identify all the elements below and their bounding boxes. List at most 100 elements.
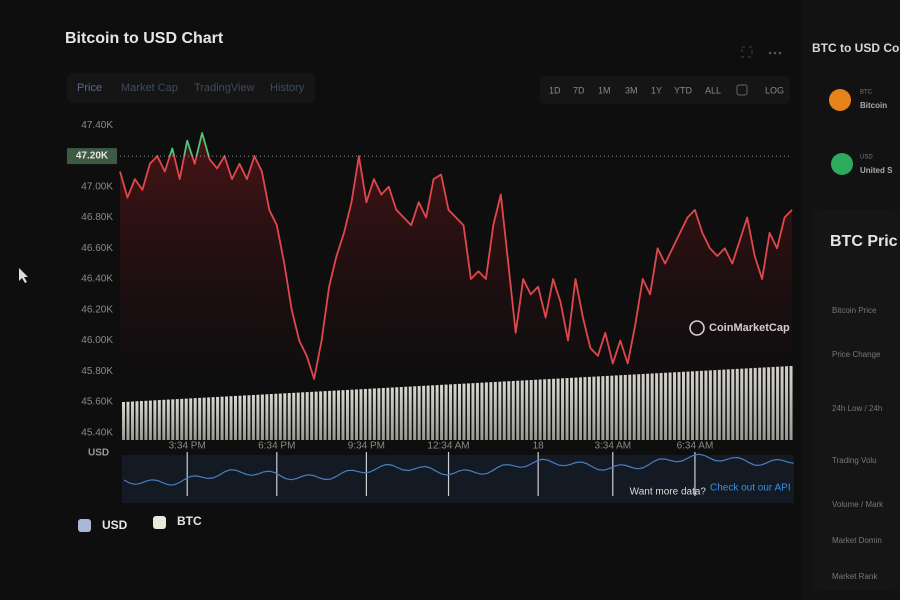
volume-bar bbox=[659, 373, 663, 440]
stat-label: Market Domin bbox=[832, 536, 882, 545]
volume-bar bbox=[404, 386, 408, 440]
y-tick-label: 46.60K bbox=[81, 243, 113, 254]
stat-label: Volume / Mark bbox=[832, 500, 884, 509]
volume-bar bbox=[484, 382, 488, 440]
volume-bar bbox=[323, 391, 327, 440]
volume-bar bbox=[184, 398, 188, 440]
volume-bar bbox=[677, 372, 681, 440]
volume-bar bbox=[556, 378, 560, 440]
y-tick-label: 46.80K bbox=[81, 212, 113, 223]
volume-bar bbox=[220, 396, 224, 440]
volume-bar bbox=[153, 400, 157, 440]
range-bar bbox=[540, 76, 790, 104]
volume-bar bbox=[328, 390, 332, 440]
range-button[interactable]: 7D bbox=[573, 85, 585, 95]
volume-bar bbox=[319, 391, 323, 440]
window-icons bbox=[741, 46, 782, 58]
volume-bar bbox=[189, 398, 193, 440]
volume-bar bbox=[695, 371, 699, 440]
footer-prompt: Want more data? bbox=[630, 487, 707, 498]
volume-bar bbox=[722, 369, 726, 440]
volume-bar bbox=[704, 370, 708, 440]
volume-bar bbox=[673, 372, 677, 440]
volume-bar bbox=[274, 393, 278, 440]
x-tick-label: 18 bbox=[533, 441, 545, 452]
volume-bar bbox=[390, 387, 394, 440]
legend-swatch bbox=[153, 516, 166, 529]
api-link[interactable]: Check out our API bbox=[710, 483, 791, 494]
navigator-line bbox=[123, 453, 794, 486]
volume-bar bbox=[520, 380, 524, 440]
tab[interactable]: History bbox=[270, 82, 305, 94]
volume-bar bbox=[682, 371, 685, 440]
asset-code: BTC bbox=[860, 90, 873, 96]
volume-bar bbox=[493, 381, 497, 440]
volume-bar bbox=[632, 374, 636, 440]
volume-bar bbox=[646, 373, 650, 440]
btc-icon bbox=[829, 89, 851, 111]
range-button[interactable]: 1M bbox=[598, 85, 611, 95]
volume-bar bbox=[265, 394, 269, 440]
calendar-button[interactable] bbox=[736, 84, 748, 96]
volume-bar bbox=[565, 378, 569, 440]
tab[interactable]: TradingView bbox=[194, 82, 255, 94]
volume-bar bbox=[431, 385, 435, 440]
volume-bar bbox=[399, 387, 403, 440]
range-button[interactable]: ALL bbox=[705, 85, 721, 95]
stat-label: Price Change bbox=[832, 350, 881, 359]
volume-bar bbox=[686, 371, 690, 440]
x-tick-label: 3:34 PM bbox=[169, 441, 206, 452]
volume-bar bbox=[735, 368, 739, 440]
volume-bar bbox=[740, 368, 744, 440]
navigator bbox=[122, 455, 794, 503]
volume-bar bbox=[507, 381, 511, 440]
volume-bar bbox=[690, 371, 694, 440]
volume-bar bbox=[776, 366, 780, 440]
y-tick-label: 45.80K bbox=[81, 366, 113, 377]
y-tick-label: 46.40K bbox=[81, 274, 113, 285]
legend-swatch bbox=[78, 519, 91, 532]
x-tick-label: 9:34 PM bbox=[348, 441, 385, 452]
volume-bar bbox=[171, 399, 175, 440]
usd-icon bbox=[831, 153, 853, 175]
volume-bar bbox=[332, 390, 336, 440]
volume-bar bbox=[198, 397, 202, 440]
price-line bbox=[119, 132, 793, 380]
volume-bar bbox=[278, 393, 282, 440]
volume-bar bbox=[717, 369, 721, 440]
volume-bar bbox=[664, 372, 668, 440]
y-tick-label: 46.00K bbox=[81, 335, 113, 346]
volume-bar bbox=[749, 368, 753, 440]
volume-bar bbox=[785, 366, 789, 440]
volume-bar bbox=[377, 388, 381, 440]
range-button[interactable]: 1Y bbox=[651, 85, 662, 95]
stat-label: 24h Low / 24h bbox=[832, 404, 882, 413]
volume-bar bbox=[623, 374, 627, 440]
volume-bar bbox=[337, 390, 341, 440]
volume-bar bbox=[753, 367, 757, 440]
volume-bar bbox=[260, 394, 264, 440]
volume-bar bbox=[771, 366, 775, 440]
tab[interactable]: Price bbox=[77, 82, 102, 94]
legend-label[interactable]: BTC bbox=[177, 514, 202, 528]
range-button[interactable]: YTD bbox=[674, 85, 693, 95]
volume-bar bbox=[574, 377, 578, 440]
x-tick-label: 6:34 PM bbox=[258, 441, 295, 452]
navigator-label: USD bbox=[88, 448, 109, 459]
volume-bar bbox=[583, 377, 587, 440]
volume-bar bbox=[619, 375, 623, 440]
range-button[interactable]: 1D bbox=[549, 85, 561, 95]
volume-bar bbox=[449, 384, 453, 440]
volume-bar bbox=[363, 388, 367, 440]
range-button[interactable]: 3M bbox=[625, 85, 638, 95]
legend-label[interactable]: USD bbox=[102, 518, 128, 532]
volume-bar bbox=[699, 370, 703, 440]
volume-bar bbox=[511, 380, 515, 440]
volume-bar bbox=[758, 367, 762, 440]
stat-label: Bitcoin Price bbox=[832, 306, 877, 315]
tab[interactable]: Market Cap bbox=[121, 82, 178, 94]
volume-bar bbox=[444, 384, 448, 440]
range-button[interactable]: LOG bbox=[765, 85, 784, 95]
volume-bar bbox=[368, 388, 372, 440]
